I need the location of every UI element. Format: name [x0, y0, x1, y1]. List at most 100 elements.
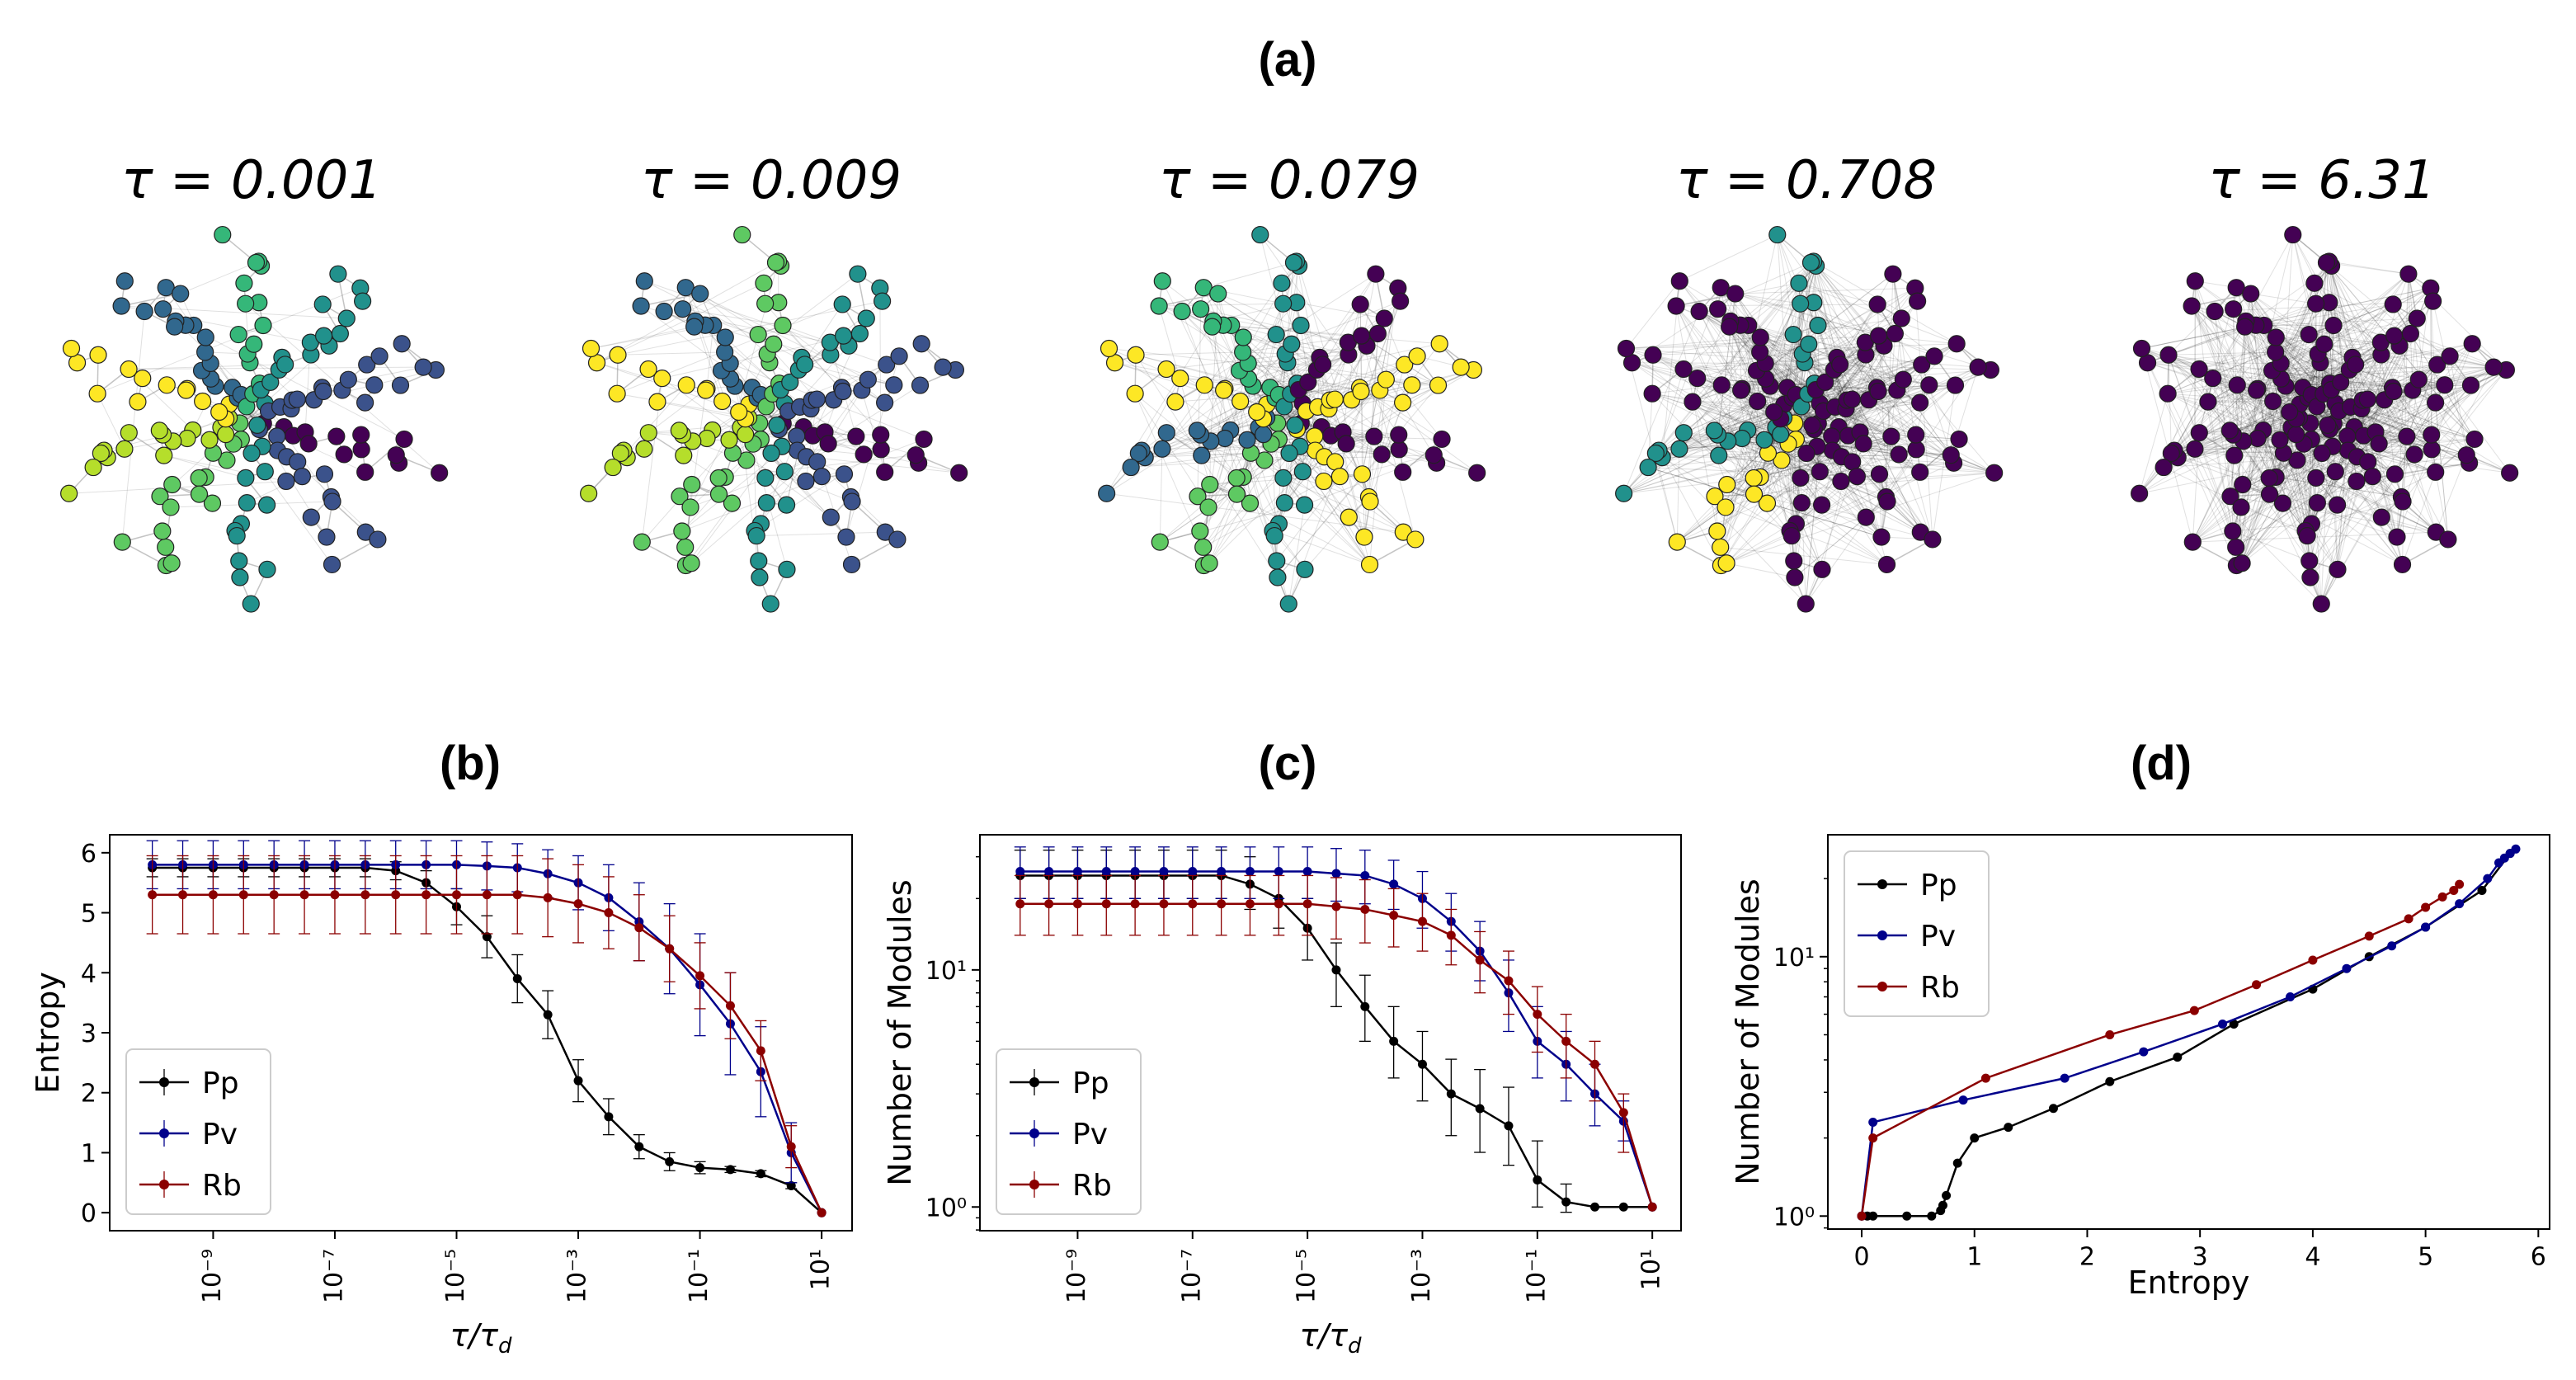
x-tick-label: 4	[2305, 1243, 2320, 1272]
network-node	[214, 225, 232, 244]
network-node	[356, 463, 374, 481]
network-node	[2388, 528, 2406, 546]
data-point	[2105, 1029, 2115, 1039]
data-point	[1072, 899, 1082, 909]
network-node	[1892, 309, 1910, 327]
network-node	[203, 494, 222, 512]
x-tick-label: 10⁻⁷	[319, 1249, 348, 1303]
network-node	[1173, 302, 1191, 321]
network-node	[2463, 335, 2481, 353]
network-node	[150, 422, 168, 440]
network-node	[874, 292, 892, 310]
network-node	[691, 285, 709, 303]
network-titles: τ = 0.001 τ = 0.009 τ = 0.079 τ = 0.708 …	[121, 150, 2436, 211]
data-point	[1217, 867, 1227, 877]
network-node	[395, 430, 413, 449]
data-point	[512, 890, 522, 900]
network-node	[604, 458, 622, 477]
legend-label: Pp	[202, 1067, 239, 1100]
network-node	[1425, 446, 1443, 464]
network-node	[120, 424, 138, 442]
network-node	[2441, 347, 2459, 365]
network-node	[1643, 384, 1661, 403]
network-node	[2457, 446, 2475, 464]
network-node	[1201, 475, 1219, 494]
network-node	[314, 327, 333, 345]
network-node	[872, 426, 890, 444]
network-node	[1721, 318, 1739, 336]
network-node	[2329, 560, 2347, 578]
network-node	[178, 429, 196, 448]
data-point	[360, 890, 370, 900]
network-node	[653, 370, 671, 388]
network-node	[1878, 492, 1896, 511]
network-node	[1844, 453, 1862, 471]
network-node	[2401, 324, 2419, 343]
network-node	[723, 494, 742, 512]
network-node	[1193, 446, 1211, 464]
network-node	[2199, 393, 2217, 411]
network-node	[1812, 496, 1831, 514]
data-point	[725, 1165, 735, 1175]
network-node	[1199, 498, 1217, 516]
network-node	[2204, 370, 2222, 388]
data-point	[1868, 1118, 1878, 1128]
network-node	[1153, 440, 1171, 458]
data-point	[178, 890, 188, 900]
network-node	[2324, 316, 2343, 335]
x-tick-label: 10⁻⁵	[1293, 1249, 1321, 1303]
network-node	[1299, 373, 1317, 391]
network-node	[1286, 416, 1304, 434]
network-node	[391, 376, 410, 394]
data-point	[1533, 1175, 1542, 1185]
data-point	[2477, 886, 2487, 896]
network-node	[2372, 508, 2390, 526]
network-title-2: τ = 0.009	[641, 150, 902, 211]
data-point	[1389, 1036, 1399, 1046]
data-point	[1589, 1059, 1599, 1069]
network-node	[248, 416, 266, 434]
y-tick-label: 10⁰	[1773, 1203, 1815, 1232]
network-node	[876, 463, 894, 481]
network-node	[1803, 416, 1821, 434]
network-node	[2308, 494, 2326, 512]
network-node	[2260, 485, 2279, 503]
data-point	[1868, 1133, 1878, 1143]
network-node	[277, 472, 295, 491]
data-point	[2189, 1006, 2199, 1015]
network-node	[60, 484, 78, 502]
network-node	[1772, 426, 1790, 444]
network-node	[1765, 403, 1783, 422]
network-node	[299, 435, 318, 453]
network-node	[808, 453, 826, 471]
data-point	[1561, 1036, 1571, 1046]
network-node	[2233, 554, 2251, 572]
data-point	[1475, 955, 1485, 965]
network-node	[1295, 496, 1314, 514]
data-point	[1044, 867, 1054, 877]
network-node	[1751, 328, 1769, 346]
network-title-3: τ = 0.079	[1159, 150, 1420, 211]
network-node	[775, 463, 794, 481]
data-point	[1970, 1133, 1980, 1143]
data-point	[2364, 931, 2374, 941]
network-node	[1100, 339, 1118, 358]
network-node	[655, 302, 673, 321]
data-point	[1331, 869, 1341, 878]
network-node	[1870, 465, 1889, 483]
network-node	[1670, 440, 1688, 458]
network-node	[1854, 435, 1872, 453]
network-node	[200, 431, 219, 449]
data-point	[573, 1076, 583, 1086]
network-node	[911, 376, 930, 394]
network-node	[2439, 530, 2457, 549]
network-node	[1157, 424, 1175, 442]
network-title-5: τ = 6.31	[2208, 150, 2435, 211]
data-point	[1504, 976, 1514, 986]
network-node	[1255, 451, 1274, 469]
network-node	[2162, 444, 2180, 463]
network-node	[751, 568, 769, 586]
data-point	[148, 890, 158, 900]
network-node	[1200, 554, 1218, 572]
network-node	[2186, 272, 2204, 290]
